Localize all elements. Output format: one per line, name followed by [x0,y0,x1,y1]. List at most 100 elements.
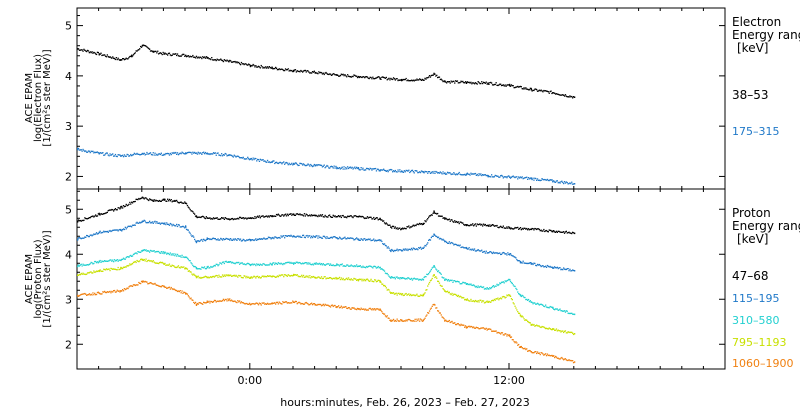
electron-data-point [235,62,237,64]
proton-data-point [531,323,533,325]
electron-data-point [465,173,468,175]
proton-data-point [226,218,228,220]
proton-data-point [220,237,222,240]
electron-data-point [322,72,324,74]
proton-data-point [368,307,370,310]
proton-data-point [273,262,275,264]
proton-data-point [294,262,297,264]
electron-data-point [311,72,313,74]
proton-data-point [342,214,344,217]
proton-data-point [557,267,559,270]
proton-data-point [224,261,226,263]
proton-data-point [186,293,189,295]
proton-data-point [107,291,109,293]
electron-data-point [379,169,381,171]
proton-data-point [389,224,391,226]
proton-data-point [415,278,417,280]
proton-data-point [434,304,436,306]
proton-data-point [572,231,574,233]
proton-data-point [293,213,295,216]
proton-data-point [122,205,125,207]
electron-data-point [295,162,297,164]
proton-data-point [523,318,525,320]
proton-data-point [320,236,322,238]
proton-data-point [159,252,162,254]
proton-data-point [510,282,513,284]
proton-data-point [488,328,490,330]
proton-data-point [385,272,387,275]
proton-data-point [456,280,459,282]
proton-data-point [461,324,463,326]
electron-data-point [375,77,378,79]
proton-data-point [210,218,212,220]
proton-data-point [236,218,238,220]
proton-data-point [347,237,349,239]
proton-data-point [423,222,425,225]
proton-data-point [434,212,436,214]
proton-data-point [118,229,120,231]
proton-data-point [262,263,264,265]
electron-data-point [249,65,252,68]
proton-data-point [227,274,229,276]
proton-data-point [220,276,222,278]
proton-data-point [375,281,378,283]
proton-data-point [383,222,386,224]
electron-data-point [149,50,152,52]
proton-data-point [320,214,322,216]
proton-data-point [491,252,494,255]
proton-data-point [492,224,495,226]
proton-data-point [476,327,478,329]
proton-data-point [324,303,326,305]
proton-data-point [169,200,171,202]
proton-data-point [116,289,118,291]
electron-data-point [131,154,134,156]
proton-data-point [105,231,108,233]
proton-data-point [302,263,305,265]
proton-data-point [205,302,207,304]
proton-data-point [199,302,201,304]
proton-data-point [283,262,285,265]
proton-data-point [519,262,522,264]
electron-data-point [397,79,399,82]
proton-data-point [221,217,223,219]
proton-data-point [464,247,467,249]
proton-data-point [397,320,399,322]
electron-data-point [523,87,525,89]
proton-data-point [333,277,335,279]
proton-data-point [563,310,566,312]
proton-data-point [491,224,493,226]
proton-data-point [206,237,208,239]
proton-data-point [207,265,209,268]
proton-data-point [443,289,445,291]
electron-data-point [225,153,227,155]
proton-data-point [194,240,197,242]
proton-data-point [342,237,344,239]
proton-data-point [198,302,200,304]
proton-data-point [378,267,380,269]
electron-data-point [184,55,186,57]
proton-data-point [170,223,172,225]
electron-data-point [107,55,109,58]
electron-data-point [144,154,146,156]
proton-data-point [560,310,562,312]
proton-data-point [441,239,443,241]
proton-data-point [167,287,169,289]
proton-data-point [176,223,178,226]
proton-data-point [245,240,247,242]
proton-data-point [339,263,342,266]
electron-data-point [281,68,283,70]
electron-data-point [177,154,180,156]
electron-data-point [319,72,321,74]
electron-data-point [460,80,462,82]
proton-data-point [358,239,360,241]
proton-data-point [125,203,127,206]
proton-data-point [462,222,464,224]
proton-data-point [387,224,389,226]
electron-data-point [500,83,502,85]
proton-data-point [560,231,562,233]
proton-data-point [364,309,366,311]
proton-data-point [105,212,108,214]
proton-data-point [347,277,350,279]
proton-data-point [400,249,402,251]
proton-data-point [419,247,421,249]
